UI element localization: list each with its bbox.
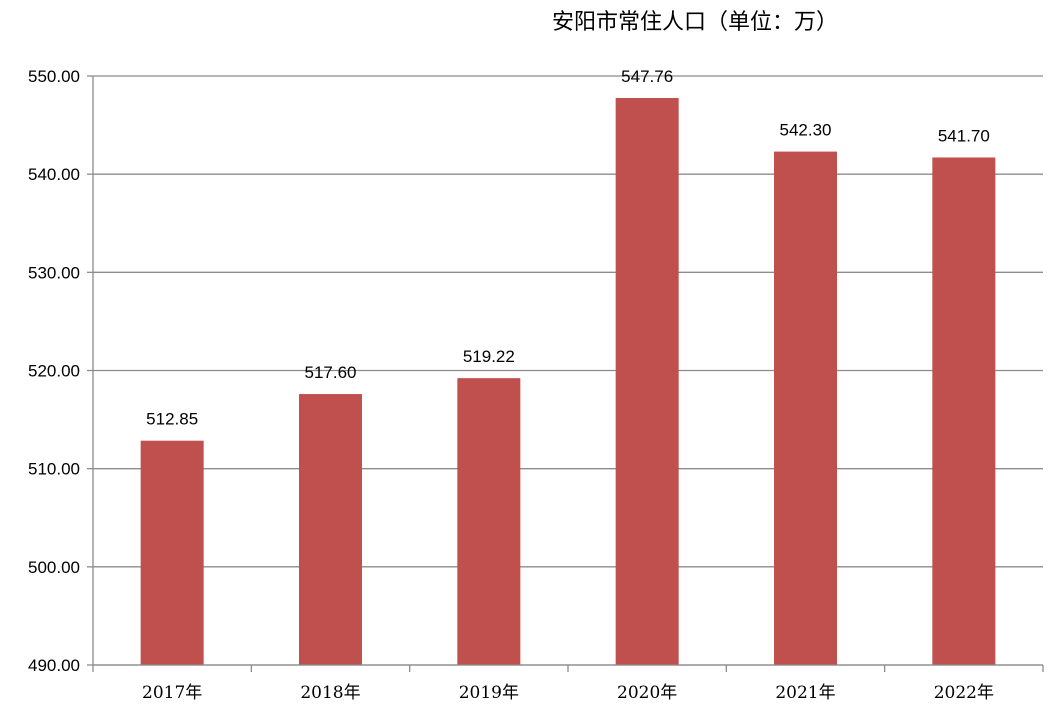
x-tick-label: 2021年 (775, 683, 835, 703)
y-tick-label: 490.00 (28, 656, 80, 675)
y-tick-label: 510.00 (28, 460, 80, 479)
bar-2020年 (615, 97, 679, 666)
data-label: 542.30 (780, 121, 832, 140)
axes (87, 75, 1044, 672)
data-label: 519.22 (463, 347, 515, 366)
bar-2021年 (774, 151, 837, 666)
x-tick-label: 2019年 (459, 683, 519, 703)
data-label: 547.76 (621, 67, 673, 86)
data-label: 512.85 (146, 410, 198, 429)
bars (140, 97, 996, 666)
chart-title: 安阳市常住人口（单位：万） (552, 10, 838, 35)
bar-2017年 (140, 440, 204, 665)
x-tick-label: 2020年 (617, 683, 677, 703)
bar-2019年 (457, 378, 521, 665)
y-tick-label: 520.00 (28, 362, 80, 381)
x-tick-label: 2017年 (142, 683, 202, 703)
bar-2022年 (932, 157, 996, 665)
y-tick-label: 550.00 (28, 67, 80, 86)
x-tick-label: 2018年 (300, 683, 360, 703)
x-tick-label: 2022年 (934, 683, 994, 703)
bar-2018年 (299, 394, 362, 665)
data-label: 517.60 (305, 363, 357, 382)
y-tick-label: 540.00 (28, 165, 80, 184)
gridlines (93, 75, 1043, 666)
labels: 490.00 500.00 510.00 520.00 530.00 540.00 550.… (28, 67, 994, 703)
y-tick-label: 500.00 (28, 558, 80, 577)
y-tick-label: 530.00 (28, 263, 80, 282)
data-label: 541.70 (938, 126, 990, 145)
